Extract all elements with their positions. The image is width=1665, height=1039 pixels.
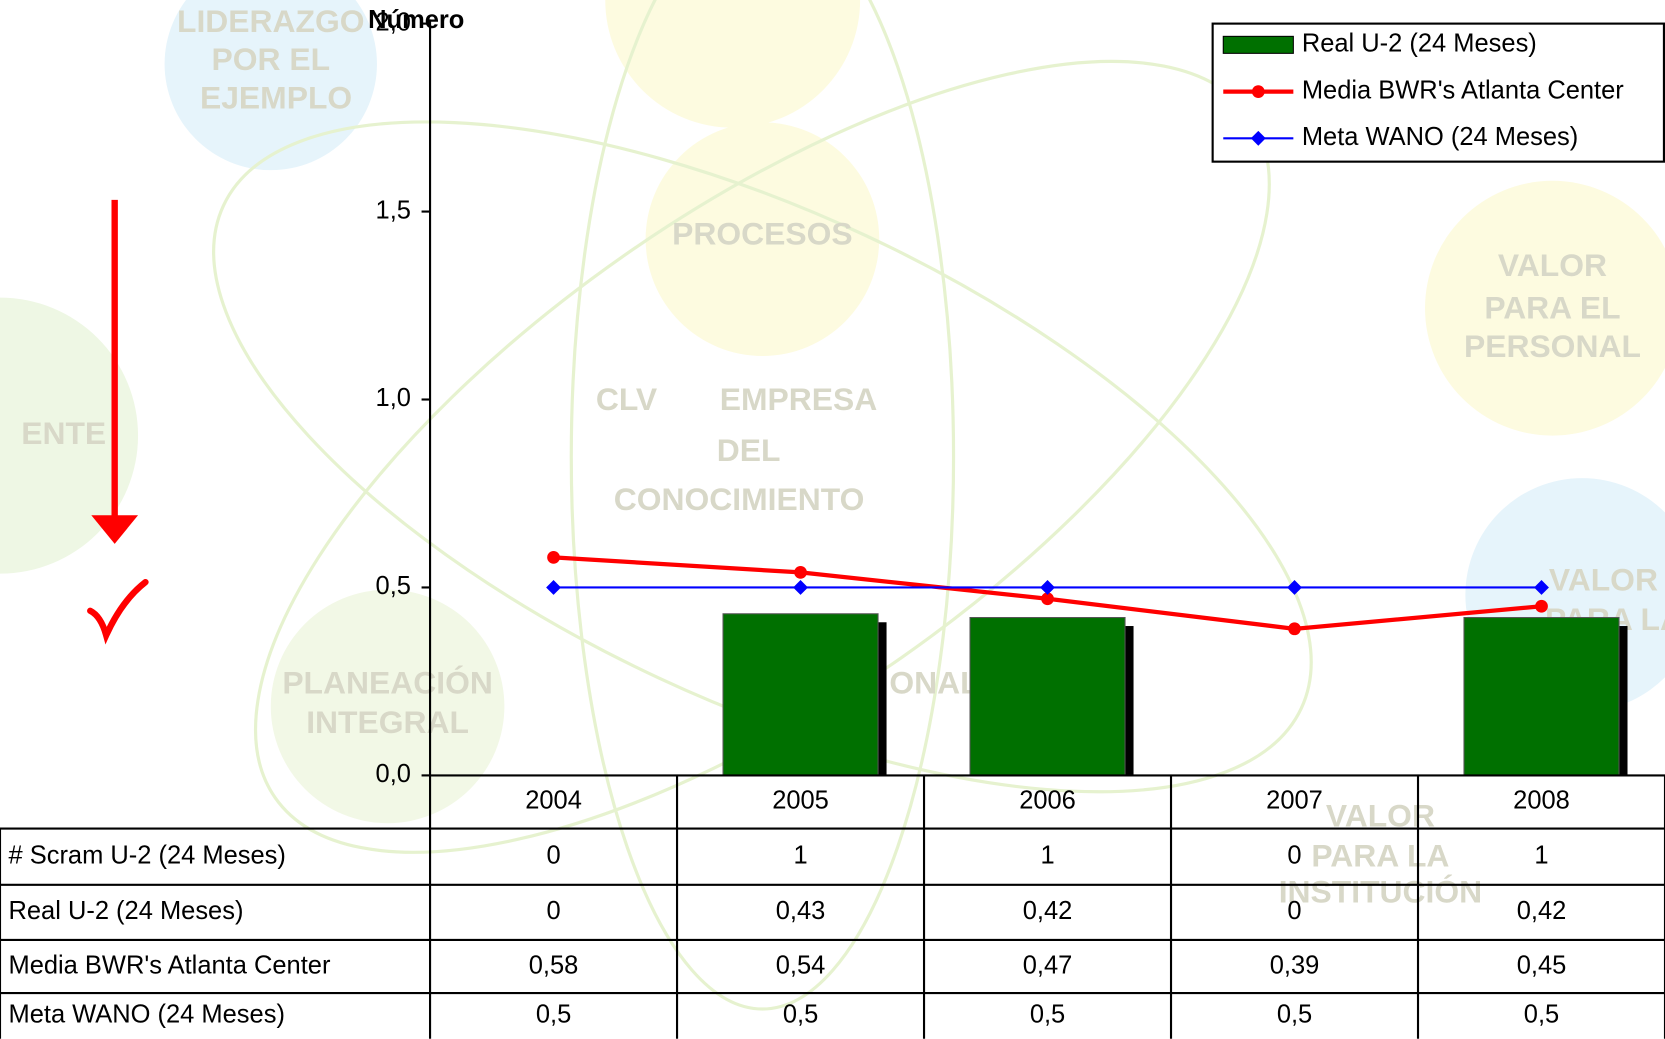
marker: [1535, 599, 1548, 613]
watermark-text: PROCESOS: [672, 215, 853, 251]
bar: [969, 617, 1126, 776]
legend-label: Media BWR's Atlanta Center: [1302, 76, 1624, 104]
marker: [1534, 580, 1549, 595]
table-cell: 0,47: [1023, 951, 1073, 979]
x-tick-label: 2008: [1513, 787, 1570, 815]
watermark-text: LIDERAZGO: [177, 3, 365, 39]
table-cell: 0: [546, 841, 560, 869]
marker: [794, 566, 807, 579]
table-row-label: Meta WANO (24 Meses): [8, 1001, 284, 1029]
table-row-label: Real U-2 (24 Meses): [8, 897, 243, 925]
marker: [793, 580, 808, 595]
legend-swatch: [1222, 35, 1294, 54]
watermark-text: ONAL: [889, 665, 979, 701]
marker: [546, 580, 561, 595]
watermark-text: EMPRESA: [720, 381, 877, 417]
table-cell: 0,39: [1270, 951, 1320, 979]
table-cell: 1: [1534, 841, 1548, 869]
table-cell: 0,5: [1277, 1001, 1312, 1029]
watermark-text: PARA EL: [1484, 290, 1620, 326]
table-cell: 0: [1287, 897, 1301, 925]
marker: [1041, 592, 1054, 606]
legend-swatch: [1250, 130, 1266, 146]
watermark-text: ENTE: [21, 415, 106, 451]
watermark-text: VALOR: [1326, 797, 1435, 833]
marker: [1040, 580, 1055, 595]
marker: [1288, 622, 1301, 636]
legend-label: Real U-2 (24 Meses): [1302, 30, 1537, 58]
y-tick-label: 0,5: [376, 572, 411, 600]
marker: [547, 551, 560, 564]
table-cell: 1: [793, 841, 807, 869]
watermark-text: VALOR: [1549, 562, 1658, 598]
watermark-text: CLV: [596, 381, 658, 417]
legend-label: Meta WANO (24 Meses): [1302, 123, 1578, 151]
watermark-text: INTEGRAL: [306, 704, 469, 740]
watermark-text: VALOR: [1498, 247, 1607, 283]
x-tick-label: 2006: [1019, 787, 1076, 815]
table-cell: 0: [1287, 841, 1301, 869]
y-tick-label: 0,0: [376, 760, 411, 788]
legend-swatch: [1251, 85, 1265, 98]
table-cell: 0: [546, 897, 560, 925]
table-row-label: Media BWR's Atlanta Center: [8, 951, 330, 979]
table-cell: 0,43: [776, 897, 826, 925]
table-cell: 0,5: [536, 1001, 571, 1029]
table-cell: 0,5: [1030, 1001, 1065, 1029]
y-tick-label: 1,5: [376, 196, 411, 224]
x-tick-label: 2007: [1266, 787, 1323, 815]
table-row-label: # Scram U-2 (24 Meses): [8, 841, 285, 869]
table-cell: 0,5: [783, 1001, 818, 1029]
watermark-text: DEL: [717, 432, 781, 468]
watermark-text: EJEMPLO: [200, 79, 352, 115]
y-tick-label: 2,0: [376, 8, 411, 36]
watermark-text: POR EL: [212, 41, 331, 77]
table-cell: 0,42: [1023, 897, 1073, 925]
watermark-text: CONOCIMIENTO: [614, 481, 865, 517]
marker: [1287, 580, 1302, 595]
watermark-text: PLANEACIÓN: [282, 665, 493, 701]
table-cell: 0,42: [1517, 897, 1567, 925]
table-cell: 0,45: [1517, 951, 1567, 979]
annotation-arrow: [87, 199, 149, 645]
y-tick-label: 1,0: [376, 384, 411, 412]
y-axis-label: Número: [368, 6, 464, 34]
watermark-text: INSTITUCIÓN: [1279, 874, 1482, 910]
watermark-text: PERSONAL: [1464, 328, 1641, 364]
table-cell: 1: [1040, 841, 1054, 869]
table-cell: 0,54: [776, 951, 826, 979]
x-tick-label: 2004: [525, 787, 582, 815]
bar: [1463, 617, 1620, 776]
x-tick-label: 2005: [772, 787, 829, 815]
bar: [722, 613, 879, 776]
table-cell: 0,58: [529, 951, 579, 979]
table-cell: 0,5: [1524, 1001, 1559, 1029]
watermark-text: PARA LA: [1311, 838, 1449, 874]
